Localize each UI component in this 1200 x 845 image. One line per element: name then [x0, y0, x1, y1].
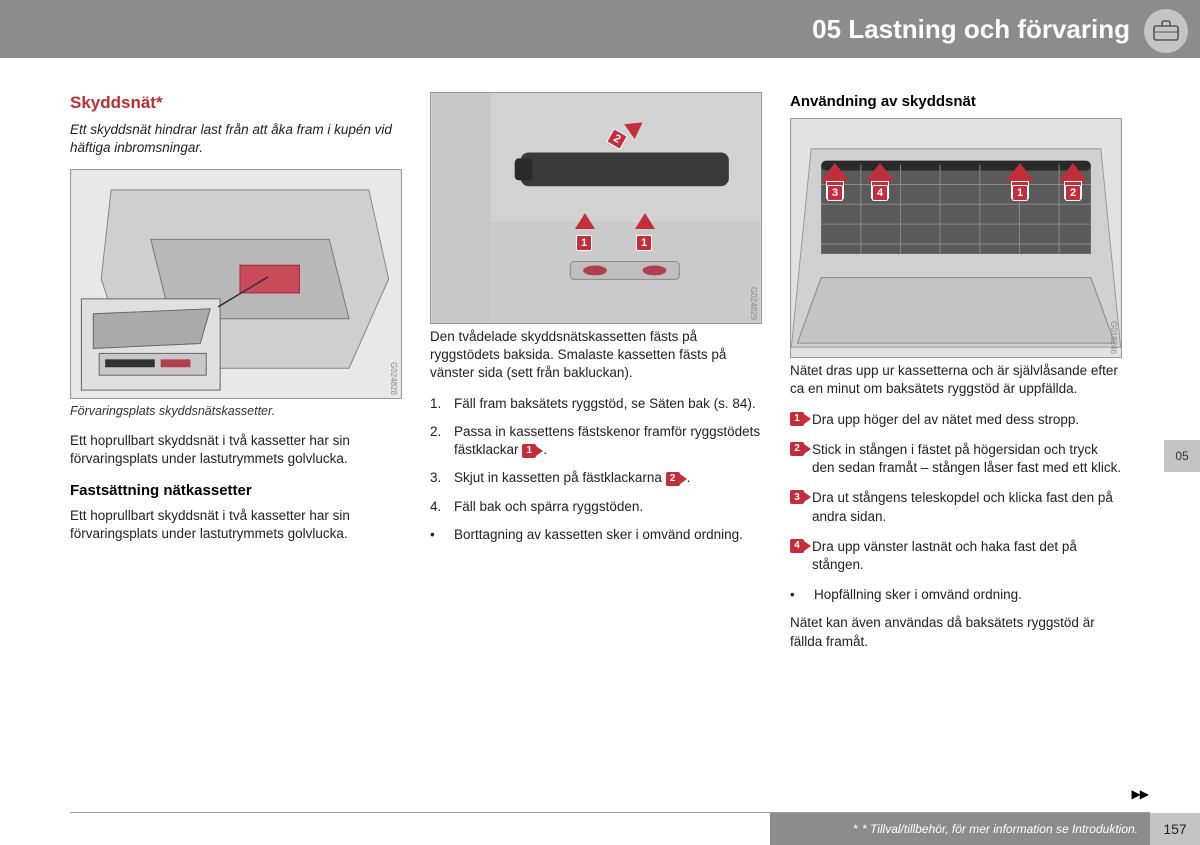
- page-body: Skyddsnät* Ett skyddsnät hindrar last fr…: [0, 58, 1200, 663]
- step-text: Fäll bak och spärra ryggstöden.: [454, 498, 643, 516]
- list-item: 3 Dra ut stångens teleskopdel och klicka…: [790, 489, 1122, 525]
- figure-storage: G024828: [70, 169, 402, 399]
- step-text: Skjut in kassetten på fästklackarna 2.: [454, 469, 690, 487]
- body-text: Ett hoprullbart skyddsnät i två kassette…: [70, 507, 402, 543]
- list-item: 2. Passa in kassettens fästskenor framfö…: [430, 423, 762, 459]
- step-text: Passa in kassettens fästskenor framför r…: [454, 423, 762, 459]
- footer-note: ** Tillval/tillbehör, för mer informatio…: [770, 813, 1150, 845]
- chapter-title: 05 Lastning och förvaring: [812, 14, 1130, 45]
- marker-step-list: 1 Dra upp höger del av nätet med dess st…: [790, 411, 1122, 575]
- figure-cassette: 1 1 2 G024829: [430, 92, 762, 324]
- figure-caption: Förvaringsplats skyddsnätskassetter.: [70, 403, 402, 420]
- body-text: Nätet kan även användas då baksätets ryg…: [790, 614, 1122, 650]
- bullet-list: •Borttagning av kassetten sker i omvänd …: [430, 526, 762, 544]
- list-item: 4.Fäll bak och spärra ryggstöden.: [430, 498, 762, 516]
- column-2: 1 1 2 G024829 Den tvådelade skyddsnätska…: [430, 92, 762, 663]
- list-item: 3. Skjut in kassetten på fästklackarna 2…: [430, 469, 762, 487]
- figure-marker: 3: [827, 185, 843, 201]
- bullet-text: Borttagning av kassetten sker i omvänd o…: [454, 526, 743, 544]
- list-item: 1 Dra upp höger del av nätet med dess st…: [790, 411, 1122, 429]
- list-item: 4 Dra upp vänster lastnät och haka fast …: [790, 538, 1122, 574]
- step-text: Stick in stången i fästet på högersidan …: [812, 441, 1122, 477]
- body-text: Nätet dras upp ur kassetterna och är sjä…: [790, 362, 1122, 398]
- figure-marker: 1: [576, 235, 592, 251]
- step-text: Dra upp höger del av nätet med dess stro…: [812, 411, 1079, 429]
- page-footer: ** Tillval/tillbehör, för mer informatio…: [0, 813, 1200, 845]
- list-item: •Hopfällning sker i omvänd ordning.: [790, 586, 1122, 604]
- list-item: 2 Stick in stången i fästet på högersida…: [790, 441, 1122, 477]
- figure-marker: 1: [1012, 185, 1028, 201]
- body-text: Ett hoprullbart skyddsnät i två kassette…: [70, 432, 402, 468]
- figure-id: G024828: [387, 362, 398, 395]
- figure-id: G018246: [1107, 321, 1118, 354]
- intro-text: Ett skyddsnät hindrar last från att åka …: [70, 121, 402, 157]
- step-text: Dra upp vänster lastnät och haka fast de…: [812, 538, 1122, 574]
- figure-marker: 2: [1065, 185, 1081, 201]
- column-1: Skyddsnät* Ett skyddsnät hindrar last fr…: [70, 92, 402, 663]
- briefcase-icon: [1144, 9, 1188, 53]
- inline-marker: 1: [522, 444, 543, 458]
- figure-net-usage: 3 4 1 2 G018246: [790, 118, 1122, 358]
- page-number: 157: [1150, 813, 1200, 845]
- list-item: •Borttagning av kassetten sker i omvänd …: [430, 526, 762, 544]
- subsection-heading: Fastsättning nätkassetter: [70, 481, 402, 501]
- subsection-heading: Användning av skyddsnät: [790, 92, 1122, 112]
- column-3: Användning av skyddsnät: [790, 92, 1122, 663]
- continuation-icon: ▶▶: [1132, 787, 1148, 801]
- step-text: Fäll fram baksätets ryggstöd, se Säten b…: [454, 395, 756, 413]
- bullet-text: Hopfällning sker i omvänd ordning.: [814, 586, 1022, 604]
- page-header: 05 Lastning och förvaring: [0, 0, 1200, 58]
- figure-marker: 4: [872, 185, 888, 201]
- section-heading: Skyddsnät*: [70, 92, 402, 115]
- bullet-list: •Hopfällning sker i omvänd ordning.: [790, 586, 1122, 604]
- figure-marker: 1: [636, 235, 652, 251]
- body-text: Den tvådelade skyddsnätskassetten fästs …: [430, 328, 762, 383]
- list-item: 1.Fäll fram baksätets ryggstöd, se Säten…: [430, 395, 762, 413]
- inline-marker: 2: [666, 472, 687, 486]
- step-text: Dra ut stångens teleskopdel och klicka f…: [812, 489, 1122, 525]
- chapter-tab: 05: [1164, 440, 1200, 472]
- figure-id: G024829: [747, 287, 758, 320]
- numbered-list: 1.Fäll fram baksätets ryggstöd, se Säten…: [430, 395, 762, 516]
